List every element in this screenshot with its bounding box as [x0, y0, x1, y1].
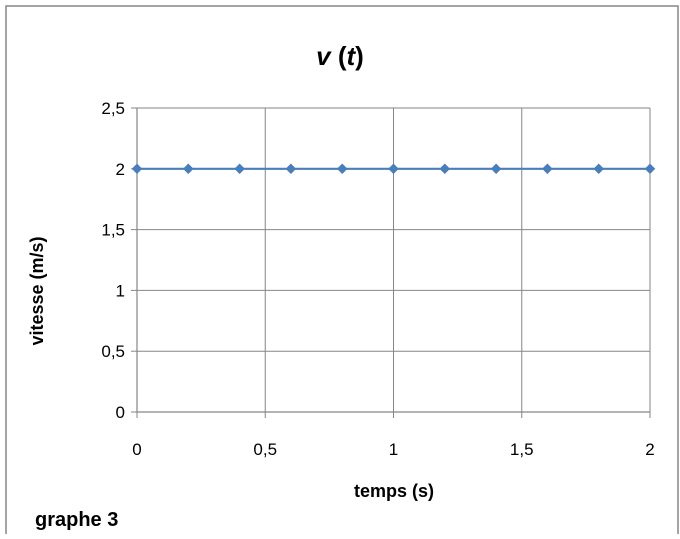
data-point-marker: [542, 163, 553, 175]
data-point-marker: [644, 163, 656, 175]
series: [131, 163, 656, 175]
data-point-marker: [285, 163, 297, 175]
y-tick-label: 0,5: [101, 342, 125, 361]
x-tick-label: 1: [389, 440, 398, 459]
y-tick-label: 1,5: [101, 221, 125, 240]
x-tick-label: 0: [132, 440, 141, 459]
axes: [131, 107, 651, 418]
y-axis-label: vitesse (m/s): [27, 236, 47, 345]
data-point-marker: [336, 163, 348, 175]
data-point-marker: [234, 163, 245, 175]
data-point-marker: [593, 163, 605, 175]
x-tick-label: 1,5: [510, 440, 534, 459]
tick-labels: 0 0,5 1 1,5 2 2,5 0 0,5 1 1,5 2: [101, 99, 654, 459]
data-point-marker: [388, 163, 399, 175]
data-point-marker: [182, 163, 194, 175]
y-tick-label: 0: [116, 403, 125, 422]
x-axis-label: temps (s): [354, 481, 434, 501]
x-tick-label: 2: [645, 440, 654, 459]
data-point-marker: [490, 163, 502, 175]
gridlines: [137, 107, 651, 412]
data-point-marker: [439, 163, 451, 175]
y-tick-label: 1: [116, 281, 125, 300]
chart-border: [5, 5, 679, 534]
y-tick-label: 2: [116, 160, 125, 179]
figure-caption: graphe 3: [35, 509, 118, 531]
data-point-marker: [131, 163, 143, 175]
chart-title: v (t): [316, 41, 364, 71]
y-tick-label: 2,5: [101, 99, 125, 118]
x-tick-label: 0,5: [253, 440, 277, 459]
